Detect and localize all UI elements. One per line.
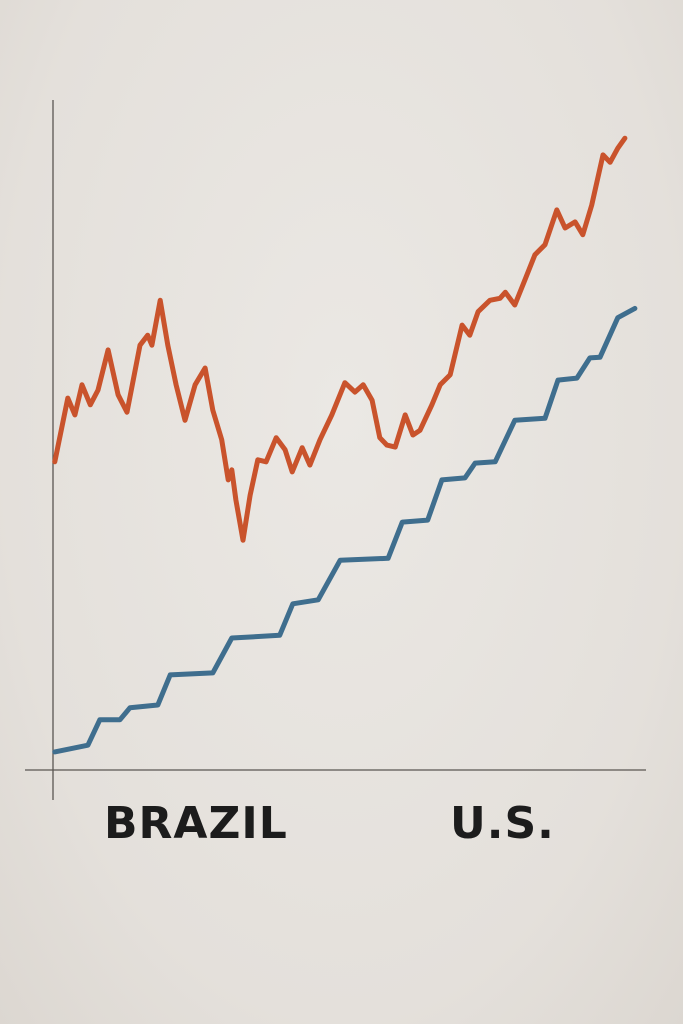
axis-label-brazil: BRAZIL [104,798,288,849]
series-line-red [52,135,628,543]
axis-label-us: U.S. [450,798,555,849]
series-line-blue [52,305,638,755]
